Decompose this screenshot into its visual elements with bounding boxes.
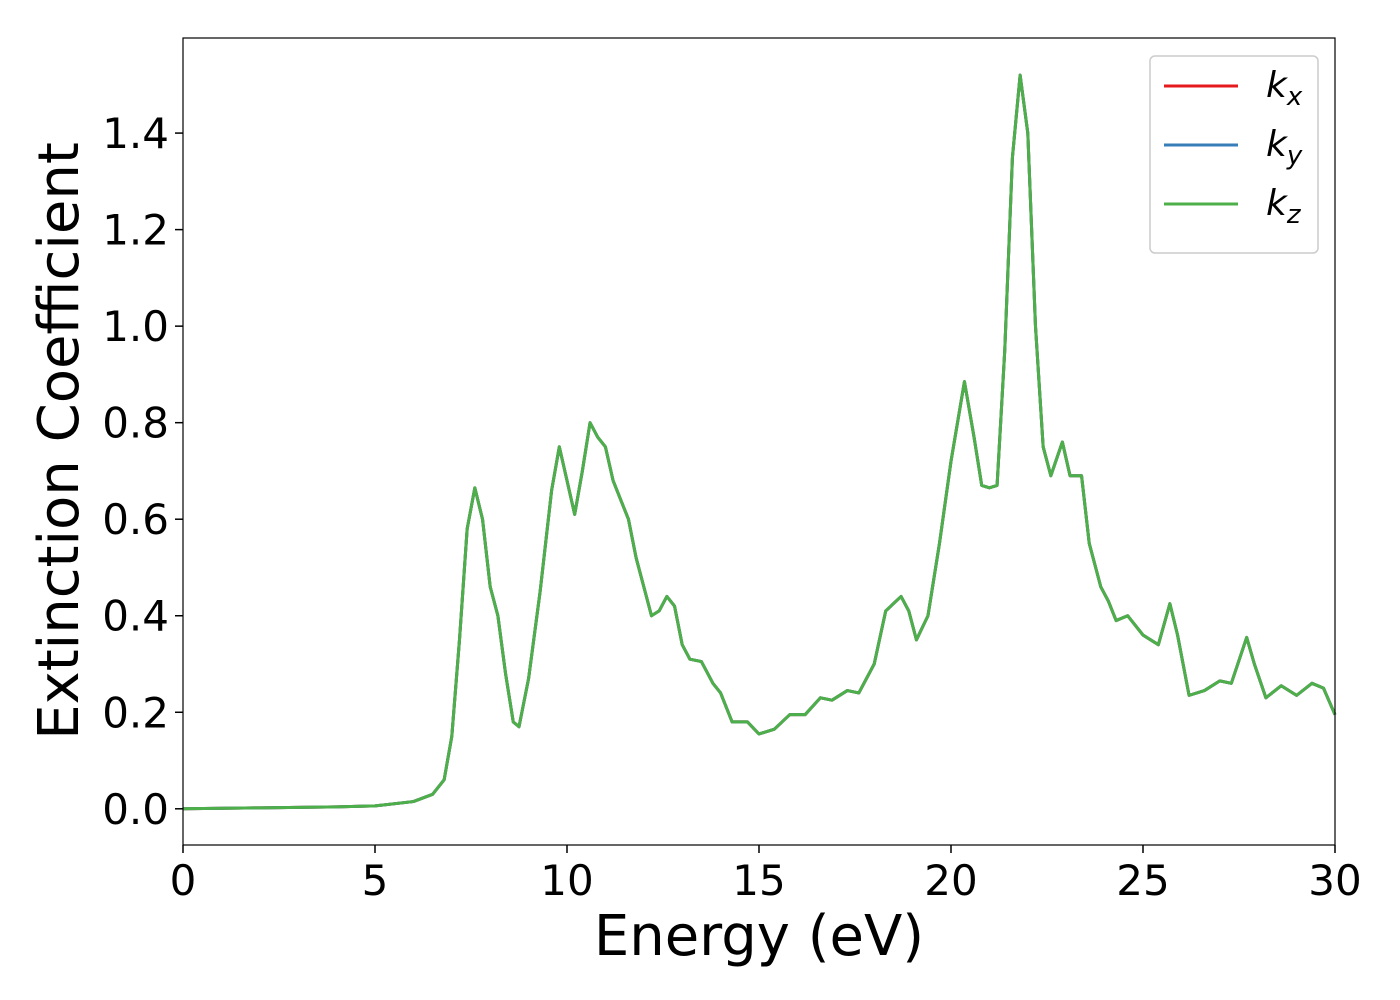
legend-label-main: k xyxy=(1266,183,1289,224)
y-tick-label: 1.0 xyxy=(102,302,169,351)
y-axis-label: Extinction Coefficient xyxy=(27,142,92,740)
y-tick-label: 0.0 xyxy=(102,785,169,834)
x-tick-label: 10 xyxy=(540,856,593,905)
legend-label: kx xyxy=(1266,65,1303,112)
y-tick-label: 1.2 xyxy=(102,206,169,255)
plot-frame xyxy=(182,37,1336,846)
legend-label: kz xyxy=(1266,183,1302,230)
legend-label-main: k xyxy=(1266,124,1289,165)
y-tick-label: 0.4 xyxy=(102,592,169,641)
legend-label-sub: x xyxy=(1286,82,1303,112)
series-line xyxy=(182,73,1337,811)
legend-label-sub: y xyxy=(1286,141,1303,171)
x-tick-label: 5 xyxy=(362,856,389,905)
x-tick-label: 30 xyxy=(1308,856,1361,905)
x-tick-label: 15 xyxy=(732,856,785,905)
y-tick-label: 0.8 xyxy=(102,399,169,448)
y-tick-label: 1.4 xyxy=(102,109,169,158)
y-tick-label: 0.2 xyxy=(102,688,169,737)
x-tick-label: 25 xyxy=(1116,856,1169,905)
y-tick-label: 0.6 xyxy=(102,495,169,544)
legend-label: ky xyxy=(1266,124,1303,171)
legend-label-main: k xyxy=(1266,65,1289,106)
x-tick-label: 0 xyxy=(170,856,197,905)
x-axis-label: Energy (eV) xyxy=(594,904,924,969)
legend-label-sub: z xyxy=(1286,200,1302,230)
x-tick-label: 20 xyxy=(924,856,977,905)
